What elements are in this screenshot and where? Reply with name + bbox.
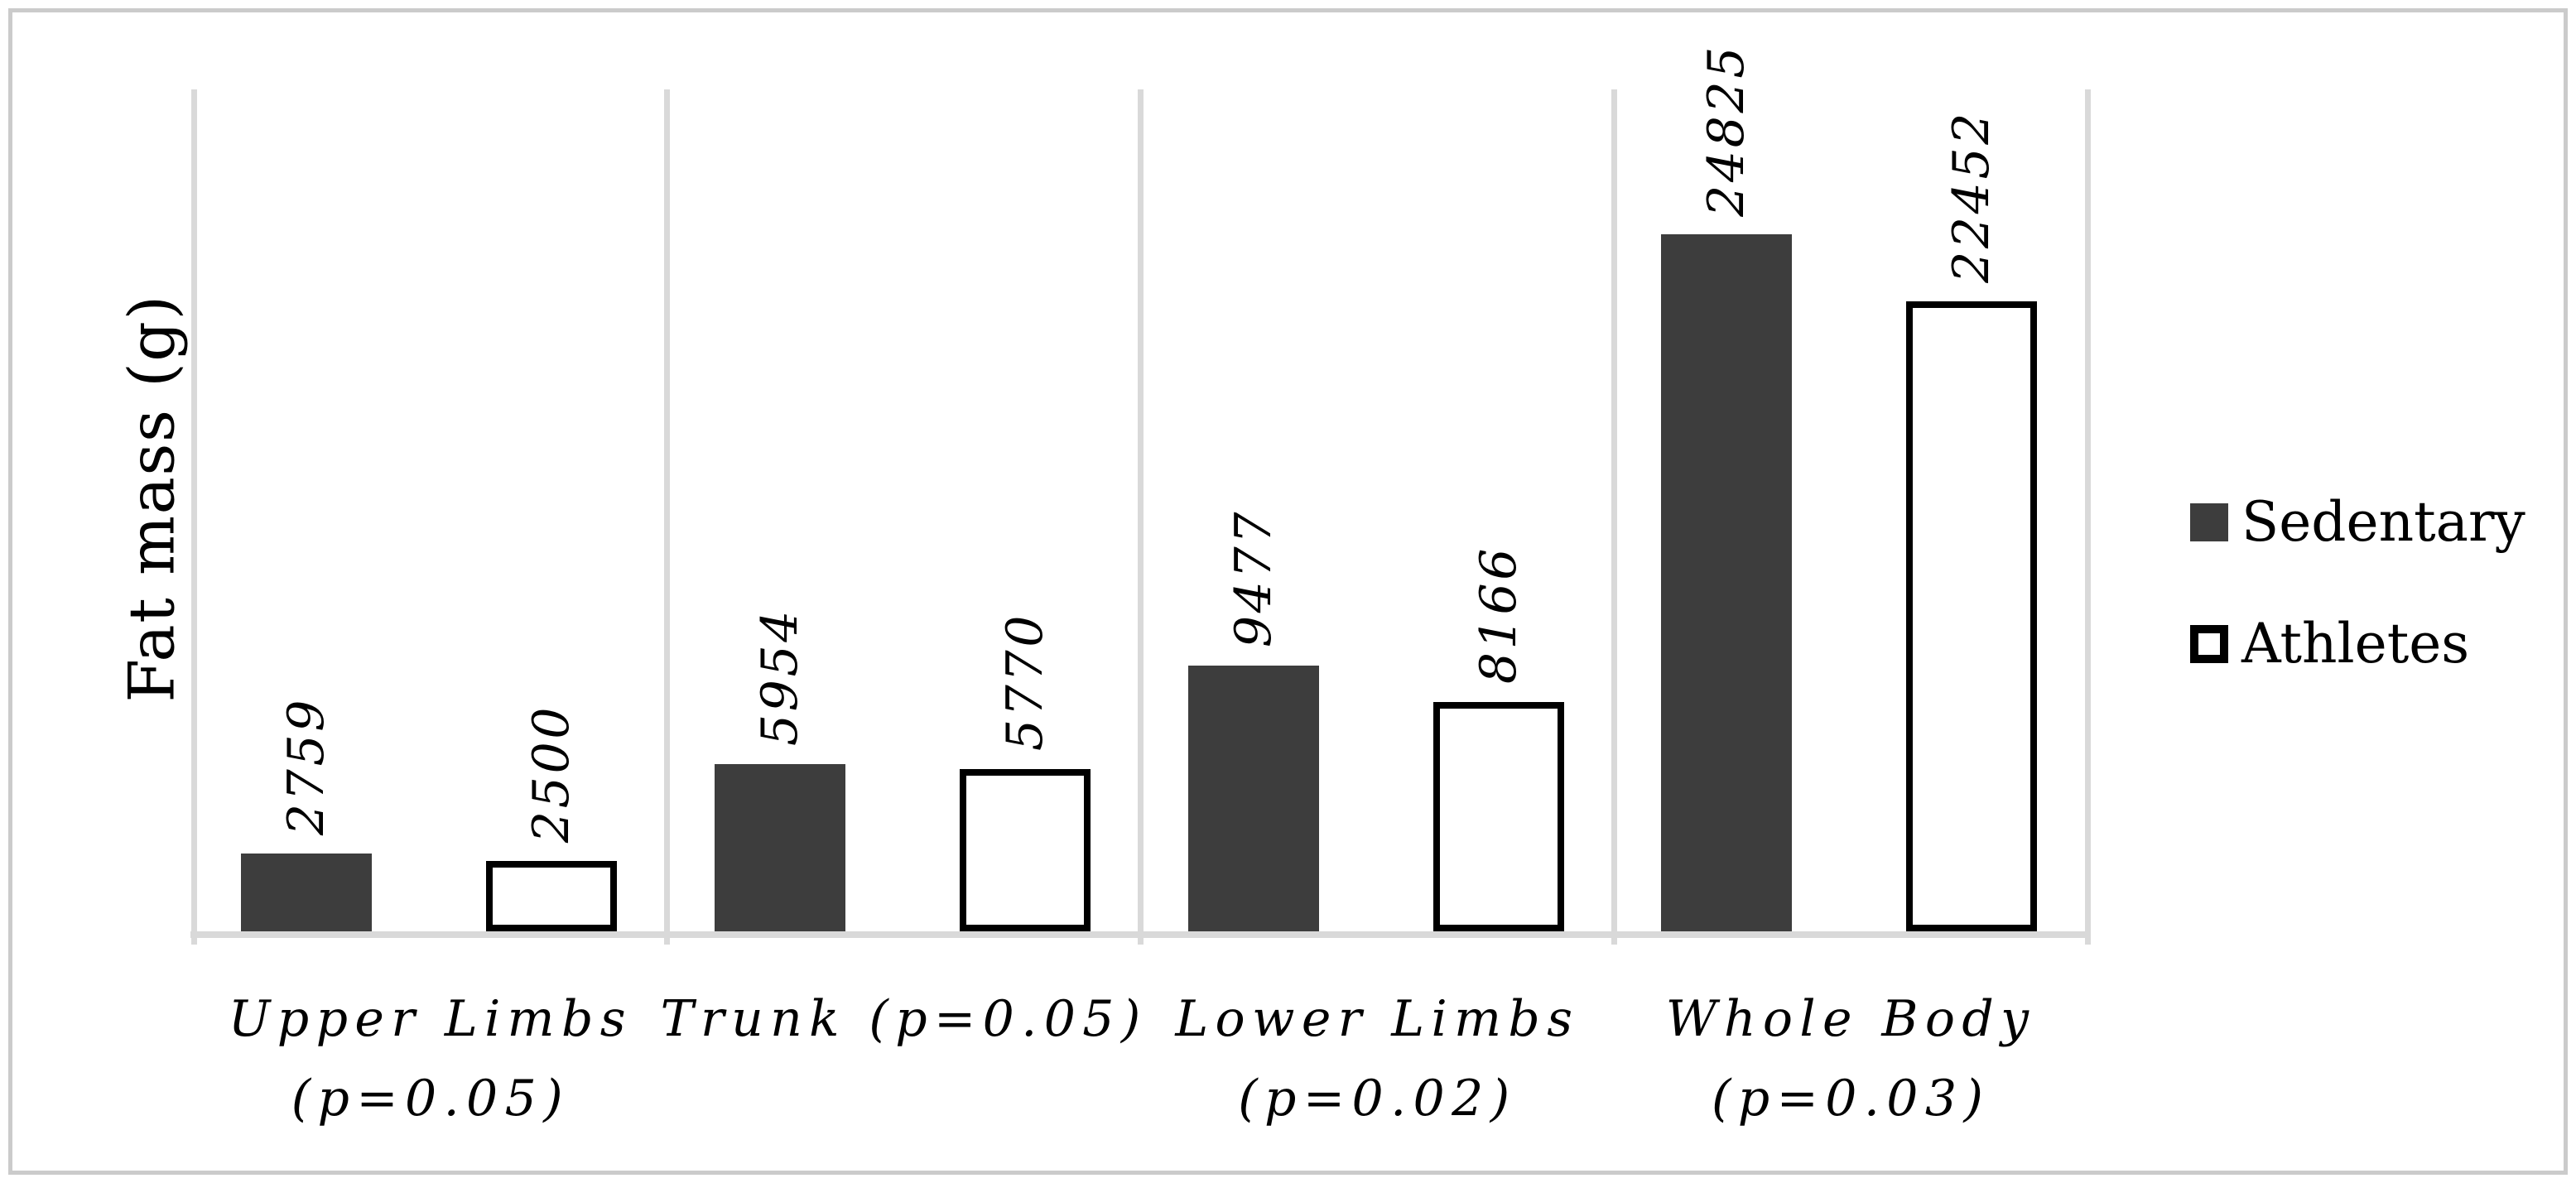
bar-value-text: 24825 <box>1697 43 1756 217</box>
bar-sedentary-lower-limbs <box>1187 665 1319 931</box>
bar-value-label-sedentary-upper-limbs: 2759 <box>241 697 372 835</box>
legend-entry-sedentary: Sedentary <box>2190 490 2525 554</box>
x-axis-label-line: Whole Body <box>1665 990 2036 1048</box>
x-axis-label-trunk-p-0-05: Trunk (p=0.05) <box>661 979 1148 1059</box>
bar-athletes-lower-limbs <box>1432 702 1564 931</box>
bar-value-text: 5954 <box>750 608 809 747</box>
bar-value-text: 9477 <box>1224 508 1283 647</box>
legend-label-athletes: Athletes <box>2241 612 2470 676</box>
bar-value-text: 22452 <box>1943 110 2001 283</box>
bar-value-text: 2500 <box>522 705 580 844</box>
x-axis-label-lower-limbs: Lower Limbs (p=0.02) <box>1175 979 1579 1138</box>
category-separator-line <box>664 89 671 945</box>
bar-value-label-athletes-whole-body: 22452 <box>1906 110 2037 283</box>
x-axis-label-line: Lower Limbs <box>1175 990 1580 1048</box>
x-axis-label-line: (p=0.02) <box>1238 1070 1517 1128</box>
x-axis-label-line: Trunk (p=0.05) <box>660 990 1148 1048</box>
bar-value-text: 8166 <box>1469 546 1528 685</box>
athletes-swatch-icon <box>2190 624 2228 663</box>
y-axis-line <box>190 89 197 945</box>
bar-value-label-athletes-trunk-p-0-05: 5770 <box>960 613 1091 751</box>
x-axis-label-line: (p=0.05) <box>291 1070 571 1128</box>
x-axis-label-upper-limbs: Upper Limbs (p=0.05) <box>229 979 633 1138</box>
sedentary-swatch-icon <box>2190 503 2228 541</box>
bar-value-label-athletes-lower-limbs: 8166 <box>1433 546 1564 684</box>
bar-sedentary-upper-limbs <box>241 854 372 931</box>
plot-right-edge-line <box>2084 89 2091 945</box>
bar-athletes-trunk-p-0-05 <box>959 769 1091 931</box>
bar-value-label-sedentary-whole-body: 24825 <box>1661 44 1792 217</box>
x-axis-label-line: (p=0.03) <box>1711 1070 1991 1128</box>
bar-sedentary-whole-body <box>1661 234 1793 931</box>
bar-value-text: 2759 <box>277 697 335 836</box>
figure-border <box>8 8 2568 1175</box>
legend-label-sedentary: Sedentary <box>2241 490 2525 554</box>
bar-value-label-athletes-upper-limbs: 2500 <box>486 705 617 843</box>
bar-sedentary-trunk-p-0-05 <box>714 764 845 931</box>
bar-athletes-upper-limbs <box>486 861 617 931</box>
y-axis-title: Fat mass (g) <box>114 294 189 703</box>
bar-value-text: 5770 <box>995 613 1054 752</box>
legend-entry-athletes: Athletes <box>2190 612 2525 676</box>
x-axis-label-line: Upper Limbs <box>228 990 633 1048</box>
legend: Sedentary Athletes <box>2190 490 2525 676</box>
plot-area: 2759 2500 5954 5770 9477 8166 24825 22452 <box>190 44 2091 945</box>
bar-value-label-sedentary-lower-limbs: 9477 <box>1188 509 1319 647</box>
x-axis-label-whole-body: Whole Body (p=0.03) <box>1666 979 2036 1138</box>
bar-value-label-sedentary-trunk-p-0-05: 5954 <box>715 608 845 746</box>
category-separator-line <box>1611 89 1617 945</box>
bar-athletes-whole-body <box>1906 301 2038 931</box>
category-separator-line <box>1138 89 1144 945</box>
